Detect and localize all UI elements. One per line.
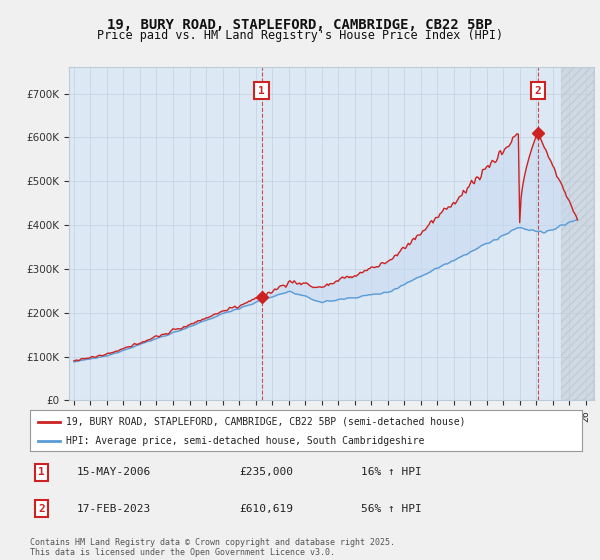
Text: £235,000: £235,000 (240, 468, 294, 478)
Text: £610,619: £610,619 (240, 504, 294, 514)
Text: 16% ↑ HPI: 16% ↑ HPI (361, 468, 422, 478)
Text: 2: 2 (535, 86, 542, 96)
Text: 17-FEB-2023: 17-FEB-2023 (77, 504, 151, 514)
Text: 56% ↑ HPI: 56% ↑ HPI (361, 504, 422, 514)
Text: 2: 2 (38, 504, 45, 514)
Text: 19, BURY ROAD, STAPLEFORD, CAMBRIDGE, CB22 5BP: 19, BURY ROAD, STAPLEFORD, CAMBRIDGE, CB… (107, 18, 493, 32)
Text: Contains HM Land Registry data © Crown copyright and database right 2025.
This d: Contains HM Land Registry data © Crown c… (30, 538, 395, 557)
Text: 19, BURY ROAD, STAPLEFORD, CAMBRIDGE, CB22 5BP (semi-detached house): 19, BURY ROAD, STAPLEFORD, CAMBRIDGE, CB… (66, 417, 466, 427)
Text: HPI: Average price, semi-detached house, South Cambridgeshire: HPI: Average price, semi-detached house,… (66, 436, 424, 446)
Text: Price paid vs. HM Land Registry's House Price Index (HPI): Price paid vs. HM Land Registry's House … (97, 29, 503, 42)
Bar (561, 67, 594, 400)
Text: 1: 1 (258, 86, 265, 96)
Text: 1: 1 (38, 468, 45, 478)
Text: 15-MAY-2006: 15-MAY-2006 (77, 468, 151, 478)
